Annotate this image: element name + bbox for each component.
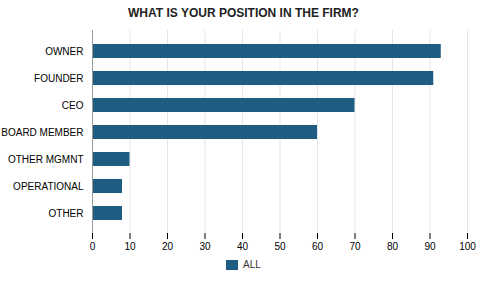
svg-text:10: 10 <box>124 241 136 252</box>
html-text:WHAT IS YOUR POSITION IN THE F: WHAT IS YOUR POSITION IN THE FIRM? <box>128 6 359 20</box>
svg-text:90: 90 <box>424 241 436 252</box>
html-text:ALL: ALL <box>243 259 261 270</box>
svg-text:OPERATIONAL: OPERATIONAL <box>13 181 84 192</box>
svg-text:40: 40 <box>237 241 249 252</box>
svg-text:CEO: CEO <box>62 100 84 111</box>
svg-text:70: 70 <box>349 241 361 252</box>
svg-text:OWNER: OWNER <box>45 46 83 57</box>
svg-text:60: 60 <box>312 241 324 252</box>
svg-text:OTHER: OTHER <box>49 208 84 219</box>
svg-text:30: 30 <box>199 241 211 252</box>
svg-text:0: 0 <box>90 241 96 252</box>
svg-text:100: 100 <box>459 241 476 252</box>
svg-text:FOUNDER: FOUNDER <box>34 73 83 84</box>
svg-text:20: 20 <box>162 241 174 252</box>
svg-text:50: 50 <box>274 241 286 252</box>
svg-text:BOARD MEMBER: BOARD MEMBER <box>1 127 83 138</box>
svg-text:OTHER MGMNT: OTHER MGMNT <box>8 154 84 165</box>
svg-text:80: 80 <box>387 241 399 252</box>
